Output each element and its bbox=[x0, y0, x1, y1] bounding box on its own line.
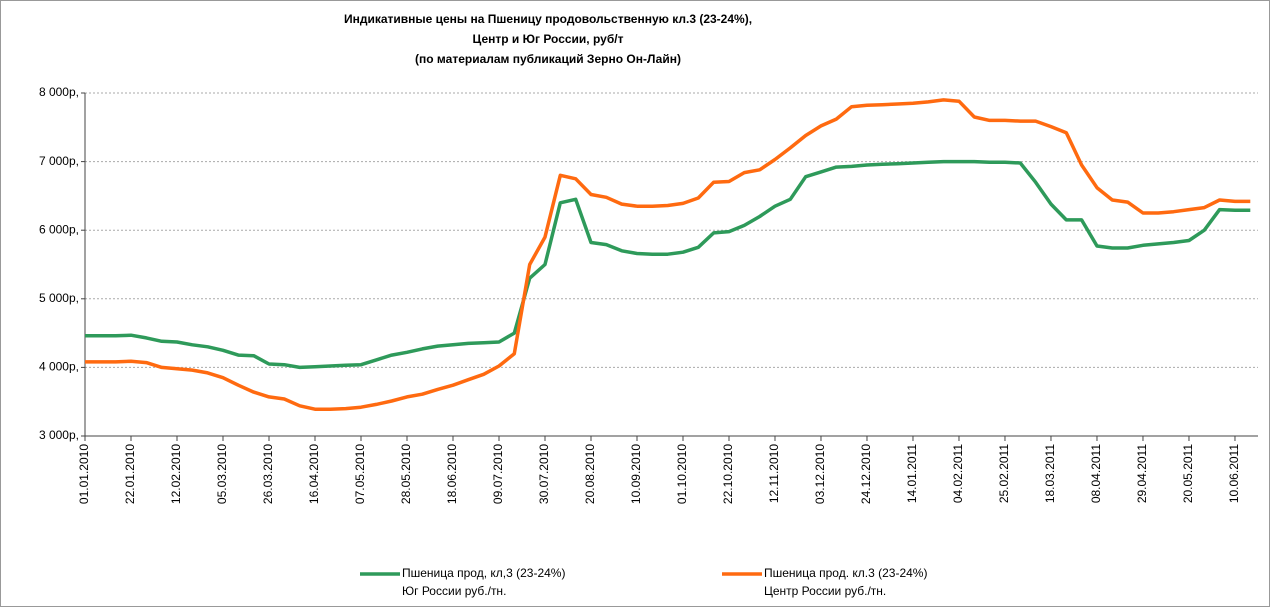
x-tick-label: 24.12.2010 bbox=[859, 444, 873, 504]
x-tick-label: 25.02.2011 bbox=[997, 444, 1011, 503]
y-tick-label: 6 000р, bbox=[39, 222, 79, 236]
x-tick-label: 16.04.2010 bbox=[307, 444, 321, 504]
y-tick-label: 5 000р, bbox=[39, 291, 79, 305]
x-tick-label: 26.03.2010 bbox=[261, 444, 275, 504]
x-tick-label: 12.02.2010 bbox=[169, 444, 183, 504]
x-tick-label: 10.06.2011 bbox=[1227, 444, 1241, 503]
x-tick-label: 04.02.2011 bbox=[951, 444, 965, 503]
chart-title: (по материалам публикаций Зерно Он-Лайн) bbox=[415, 52, 681, 66]
x-tick-label: 28.05.2010 bbox=[399, 444, 413, 504]
legend-label: Пшеница прод, кл,3 (23-24%) bbox=[402, 566, 565, 580]
x-tick-label: 10.09.2010 bbox=[629, 444, 643, 504]
series-line bbox=[85, 159, 1251, 370]
x-tick-label: 22.01.2010 bbox=[123, 444, 137, 504]
x-tick-label: 14.01.2011 bbox=[905, 444, 919, 503]
chart-title: Индикативные цены на Пшеницу продовольст… bbox=[344, 12, 752, 26]
x-tick-label: 08.04.2011 bbox=[1089, 444, 1103, 503]
y-tick-label: 4 000р, bbox=[39, 360, 79, 374]
x-tick-label: 20.08.2010 bbox=[583, 444, 597, 504]
x-tick-label: 18.03.2011 bbox=[1043, 444, 1057, 503]
legend-label: Центр России руб./тн. bbox=[764, 584, 886, 598]
x-tick-label: 22.10.2010 bbox=[721, 444, 735, 504]
legend-label: Пшеница прод. кл.3 (23-24%) bbox=[764, 566, 927, 580]
legend-label: Юг России руб./тн. bbox=[402, 584, 506, 598]
x-tick-label: 03.12.2010 bbox=[813, 444, 827, 504]
x-tick-label: 01.01.2010 bbox=[77, 444, 91, 504]
chart-title: Центр и Юг России, руб/т bbox=[473, 32, 624, 46]
y-tick-label: 7 000р, bbox=[39, 154, 79, 168]
series-line bbox=[85, 98, 1251, 411]
x-tick-label: 18.06.2010 bbox=[445, 444, 459, 504]
y-tick-label: 8 000р, bbox=[39, 85, 79, 99]
y-tick-label: 3 000р, bbox=[39, 428, 79, 442]
x-tick-label: 12.11.2010 bbox=[767, 444, 781, 503]
x-tick-label: 20.05.2011 bbox=[1181, 444, 1195, 503]
x-tick-label: 01.10.2010 bbox=[675, 444, 689, 504]
x-tick-label: 05.03.2010 bbox=[215, 444, 229, 504]
x-tick-label: 29.04.2011 bbox=[1135, 444, 1149, 503]
x-tick-label: 09.07.2010 bbox=[491, 444, 505, 504]
x-tick-label: 30.07.2010 bbox=[537, 444, 551, 504]
x-tick-label: 07.05.2010 bbox=[353, 444, 367, 504]
